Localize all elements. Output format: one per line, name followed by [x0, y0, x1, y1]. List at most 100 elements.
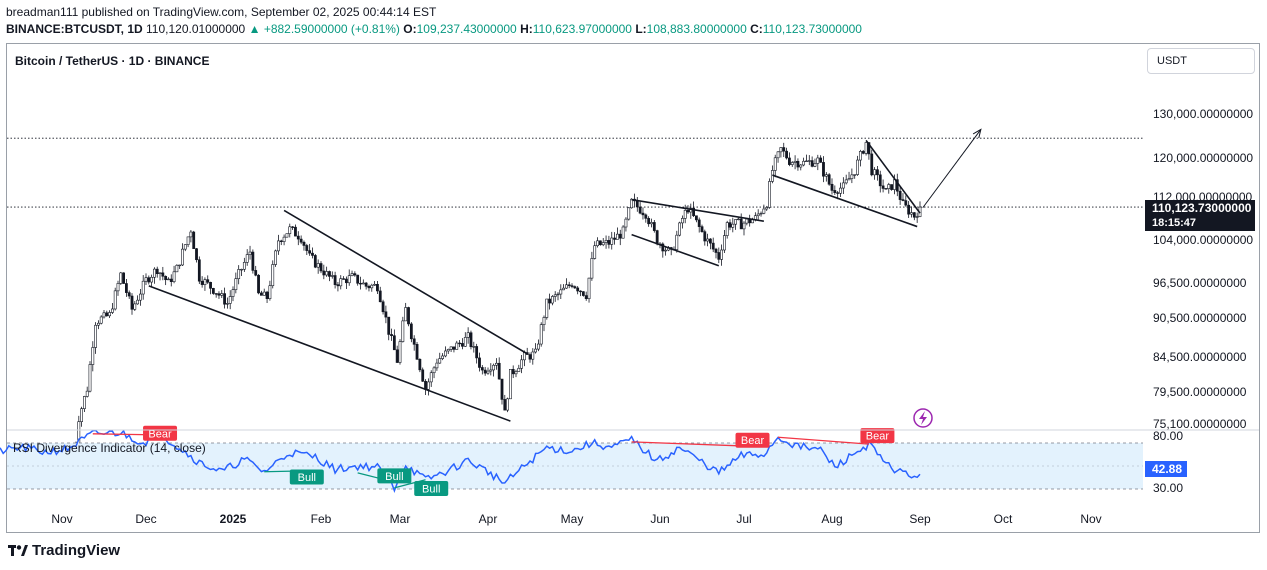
candle-body — [694, 215, 698, 221]
candle-body — [426, 381, 430, 390]
candle-body — [604, 240, 608, 243]
candle-body — [725, 222, 729, 236]
x-tick-label: Nov — [51, 512, 72, 526]
candle-body — [492, 364, 496, 371]
badge-label: Bull — [422, 484, 440, 496]
candle-body — [91, 347, 95, 365]
candle-body — [189, 231, 193, 238]
candle — [271, 260, 275, 289]
candle — [731, 217, 735, 233]
candle — [313, 253, 317, 269]
candle-body — [833, 190, 837, 193]
candle — [604, 235, 608, 249]
candle — [736, 217, 740, 221]
candle-body — [325, 271, 329, 276]
candle-body — [277, 240, 280, 252]
candle — [624, 217, 628, 232]
candle — [113, 287, 117, 311]
candle — [353, 271, 357, 277]
candle — [330, 271, 334, 279]
candle-body — [356, 274, 360, 284]
candle — [254, 265, 258, 277]
candle-body — [472, 346, 476, 348]
candle-body — [714, 248, 718, 253]
candle — [539, 322, 543, 347]
candle — [409, 322, 413, 343]
candle-body — [220, 293, 224, 296]
candle-body — [556, 293, 560, 296]
candle — [336, 282, 340, 292]
candle — [88, 361, 92, 393]
candle-body — [308, 250, 312, 254]
candle — [458, 340, 462, 348]
candle — [650, 218, 653, 228]
candle — [793, 155, 797, 170]
candle — [878, 170, 882, 193]
trend-drawings — [148, 128, 982, 428]
candle — [339, 275, 343, 290]
candle-body — [915, 216, 919, 218]
candle-body — [463, 337, 467, 347]
candle — [404, 302, 408, 322]
candle-body — [844, 179, 848, 184]
candle-body — [861, 151, 865, 154]
candle — [534, 343, 538, 354]
candle-body — [392, 335, 396, 351]
rsi-line — [0, 429, 921, 494]
candle — [455, 340, 459, 350]
close-label: C: — [750, 22, 763, 36]
candle-body — [647, 218, 651, 225]
candle — [449, 346, 453, 352]
candle-body — [167, 278, 170, 281]
candle-body — [664, 249, 668, 252]
candle-body — [531, 351, 535, 360]
trendline — [631, 233, 720, 267]
candle — [311, 247, 314, 259]
x-tick-label: Apr — [479, 512, 498, 526]
currency-button[interactable]: USDT — [1147, 48, 1255, 74]
candle-body — [319, 263, 323, 272]
candle-body — [127, 292, 131, 297]
candle — [139, 288, 142, 306]
high-label: H: — [520, 22, 533, 36]
candle-body — [302, 241, 306, 246]
candle-body — [164, 275, 168, 281]
candle-body — [564, 284, 568, 289]
candle-body — [579, 290, 582, 293]
rsi-tag-bg — [1145, 461, 1187, 477]
candle — [564, 278, 568, 289]
candle-body — [601, 242, 605, 246]
low-label: L: — [635, 22, 647, 36]
candle — [167, 277, 170, 281]
candle — [895, 173, 899, 197]
candle-body — [153, 268, 156, 278]
candle-body — [271, 264, 275, 287]
candle-body — [536, 343, 540, 350]
candle — [810, 156, 814, 168]
candle — [644, 213, 648, 223]
candle-body — [765, 207, 769, 210]
candle — [240, 268, 243, 277]
candle-body — [508, 369, 512, 400]
candle-body — [497, 362, 501, 380]
candle — [217, 291, 221, 299]
candle — [161, 266, 165, 281]
candle — [80, 406, 84, 427]
candle — [463, 332, 467, 347]
candle — [228, 290, 232, 310]
candle-body — [802, 160, 806, 166]
candle — [759, 211, 763, 217]
candle — [350, 270, 354, 277]
candle-body — [130, 295, 134, 310]
trendline — [283, 209, 528, 355]
candle-body — [395, 349, 399, 363]
candle-body — [452, 346, 456, 350]
candle-body — [136, 299, 140, 305]
candle-body — [186, 236, 190, 245]
candle — [265, 290, 269, 303]
candle — [876, 165, 879, 181]
candle-body — [274, 250, 277, 265]
x-tick-label: Mar — [390, 512, 411, 526]
candle-body — [248, 251, 252, 255]
